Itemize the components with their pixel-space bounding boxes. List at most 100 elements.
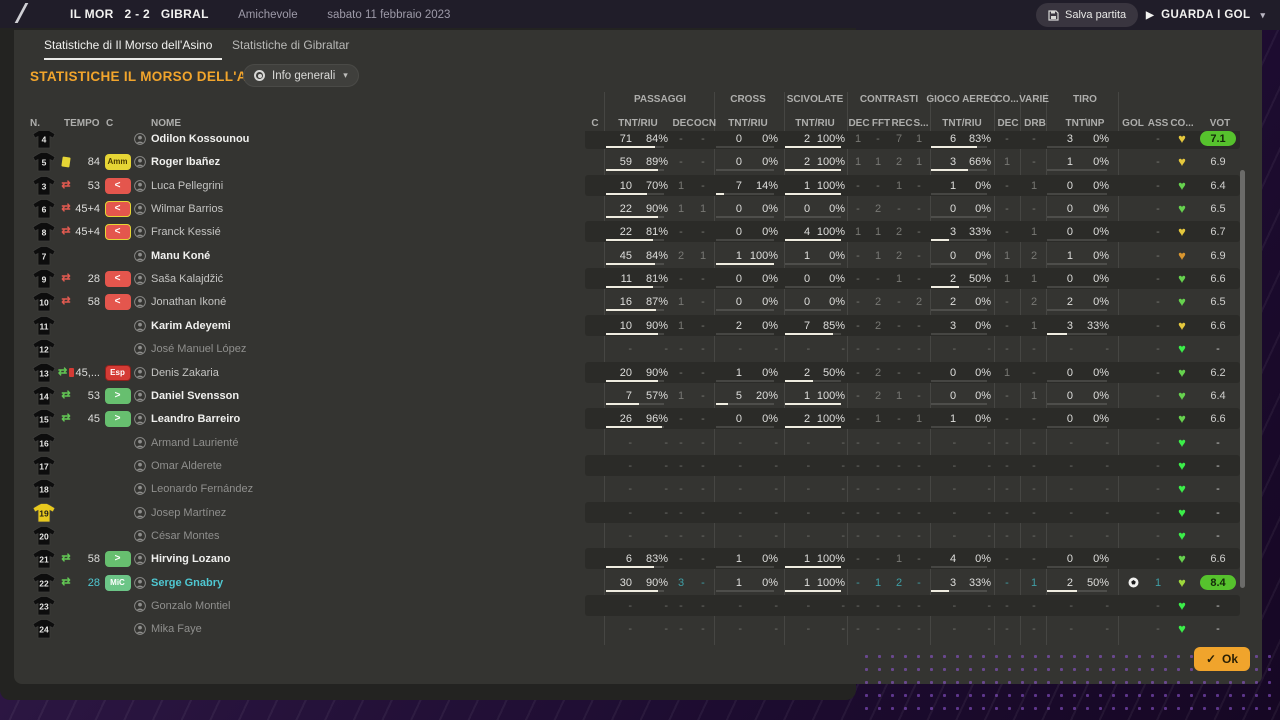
player-name[interactable]: Omar Alderete [151,459,222,472]
contrasti-fft-cell: - [876,342,880,355]
column-header[interactable]: N. [30,118,40,129]
column-header[interactable]: C [106,118,114,129]
table-row[interactable]: 16 Armand Laurienté ---- -- ------ ---- … [0,431,1262,454]
table-row[interactable]: 22 ⇄ 28 MiC Serge Gnabry 30 90% 3- 1 0% 1 100% -… [0,571,1262,594]
pass-ocn-cell: - [701,622,705,635]
column-header[interactable]: CO... [1170,118,1194,129]
player-name[interactable]: Wilmar Barrios [151,202,224,215]
table-row[interactable]: 5 84 Amm Roger Ibañez 59 89% - - 0 0% 2 100% 1 1 2… [0,150,1262,173]
player-name[interactable]: Hirving Lozano [151,552,231,565]
player-name[interactable]: Leonardo Fernández [151,482,254,495]
tackles-cell: 7 85% [785,314,845,337]
player-name[interactable]: Saša Kalajdžić [151,272,224,285]
table-row[interactable]: 9 ⇄ 28 < Saša Kalajdžić 11 81% - - 0 0% 0 0% - -1-… [0,267,1262,290]
player-name[interactable]: Karim Adeyemi [151,319,231,332]
table-row[interactable]: 24 Mika Faye ---- -- ------ ---- - - - ♥ - [0,617,1262,640]
column-header[interactable]: NOME [151,118,181,129]
table-row[interactable]: 14 ⇄ 53 > Daniel Svensson 7 57% 1- 5 20% 1 100%… [0,384,1262,407]
column-header[interactable]: TNT\INP [1065,118,1105,129]
column-header[interactable]: GOL [1122,118,1144,129]
table-row[interactable]: 15 ⇄ 45 > Leandro Barreiro 26 96% - - 0 0% 2 100… [0,407,1262,430]
column-header[interactable]: DEC [997,118,1019,129]
table-row[interactable]: 17 Omar Alderete ---- -- ------ ---- ---… [0,454,1262,477]
column-header[interactable]: TNT/RIU [618,118,658,129]
table-row[interactable]: 18 Leonardo Fernández ---- -- ------ ---… [0,477,1262,500]
table-row[interactable]: 20 César Montes ---- -- ------ ---- - - - ♥… [0,524,1262,547]
column-header[interactable]: C [591,118,599,129]
ok-button[interactable]: ✓ Ok [1194,647,1250,671]
aerial-cell: -- [952,529,991,542]
column-header[interactable]: FFT [871,118,891,129]
column-header[interactable]: TNT/RIU [795,118,835,129]
goals-cell [1121,361,1145,384]
column-header[interactable]: REC [891,118,913,129]
assists-cell: - [1156,272,1160,285]
tab-away-stats[interactable]: Statistiche di Gibraltar [232,38,350,52]
passes-cell: 20 90% [606,361,668,384]
table-row[interactable]: 7 Manu Koné 45 84% 2 1 1 100% 1 0% -1 2- 0 0% 1 2 … [0,244,1262,267]
column-header[interactable]: DEC [848,118,870,129]
player-name[interactable]: Leandro Barreiro [151,412,241,425]
chevron-down-icon: ▾ [343,70,348,80]
contrasti-rec-cell: - [897,506,901,519]
player-name[interactable]: Odilon Kossounou [151,132,250,145]
table-row[interactable]: 13 ⇄ 45,... Esp Denis Zakaria 20 90% - - 1 0% 2… [0,361,1262,384]
sub-on-icon: ⇄ [61,389,71,401]
contrasti-rec-cell: - [897,482,901,495]
player-name[interactable]: Mika Faye [151,622,202,635]
shots-cell: 1 0% [1047,244,1111,267]
column-header[interactable]: ASS [1147,118,1169,129]
co-dec-cell: - [1005,295,1009,308]
view-selector[interactable]: Info generali ▾ [243,64,359,87]
column-header[interactable]: TEMPO [64,118,100,129]
table-row[interactable]: 8 ⇄ 45+4 < Franck Kessié 22 81% - - 0 0% 4 100% 1… [0,220,1262,243]
cross-cell: 7 14% [716,174,778,197]
completion-bar [931,216,987,218]
player-name[interactable]: Josep Martínez [151,506,227,519]
contrasti-dec-cell: - [856,459,860,472]
column-header[interactable]: DRB [1024,118,1046,129]
table-row[interactable]: 3 ⇄ 53 < Luca Pellegrini 10 70% 1- 7 14% 1 100%… [0,174,1262,197]
watch-goals-button[interactable]: ▶ GUARDA I GOL ▾ [1146,3,1265,27]
column-header[interactable]: OCN [693,118,717,129]
column-header[interactable]: S... [913,118,929,129]
scrollbar-thumb[interactable] [1240,170,1245,588]
table-row[interactable]: 12 José Manuel López ---- -- ------ ----… [0,337,1262,360]
player-name[interactable]: Denis Zakaria [151,366,219,379]
column-header[interactable]: TNT/RIU [728,118,768,129]
player-name[interactable]: Franck Kessié [151,225,221,238]
table-row[interactable]: 10 ⇄ 58 < Jonathan Ikoné 16 87% 1- 0 0% 0 0% -2-… [0,290,1262,313]
player-name[interactable]: Serge Gnabry [151,576,224,589]
player-name[interactable]: Gonzalo Montiel [151,599,231,612]
player-name[interactable]: Armand Laurienté [151,436,239,449]
player-name[interactable]: Daniel Svensson [151,389,240,402]
contrasti-fft-cell: 1 [874,412,882,425]
table-row[interactable]: 21 ⇄ 58 > Hirving Lozano 6 83% - - 1 0% 1 100% - -… [0,547,1262,570]
table-row[interactable]: 23 Gonzalo Montiel ---- -- ------ ---- -… [0,594,1262,617]
assists-cell: - [1156,389,1160,402]
player-photo-icon [134,622,146,635]
column-header[interactable]: VOT [1209,118,1231,129]
column-header[interactable]: TNT/RIU [942,118,982,129]
completion-bar [716,309,774,311]
player-name[interactable]: Roger Ibañez [151,155,221,168]
save-match-button[interactable]: Salva partita [1036,3,1139,27]
goals-cell [1121,501,1145,524]
rating-cell: 6.4 [1210,389,1226,402]
tab-home-stats[interactable]: Statistiche di Il Morso dell'Asino [44,38,213,52]
player-name[interactable]: Manu Koné [151,249,211,262]
player-name[interactable]: César Montes [151,529,220,542]
condition-heart-icon: ♥ [1178,201,1186,216]
player-name[interactable]: Luca Pellegrini [151,179,224,192]
dribbles-cell: - [1032,412,1036,425]
table-row[interactable]: 6 ⇄ 45+4 < Wilmar Barrios 22 90% 1 1 0 0% 0 0% -2… [0,197,1262,220]
svg-text:13: 13 [39,368,49,378]
column-header[interactable]: DEC [672,118,694,129]
player-name[interactable]: Jonathan Ikoné [151,295,227,308]
player-name[interactable]: José Manuel López [151,342,247,355]
assists-cell: - [1156,132,1160,145]
table-row[interactable]: 19 Josep Martínez ---- -- ------ ---- --… [0,501,1262,524]
dribbles-cell: - [1032,459,1036,472]
table-row[interactable]: 4 Odilon Kossounou 71 84% - - 0 0% 2 100% 1-7 1… [0,131,1262,150]
